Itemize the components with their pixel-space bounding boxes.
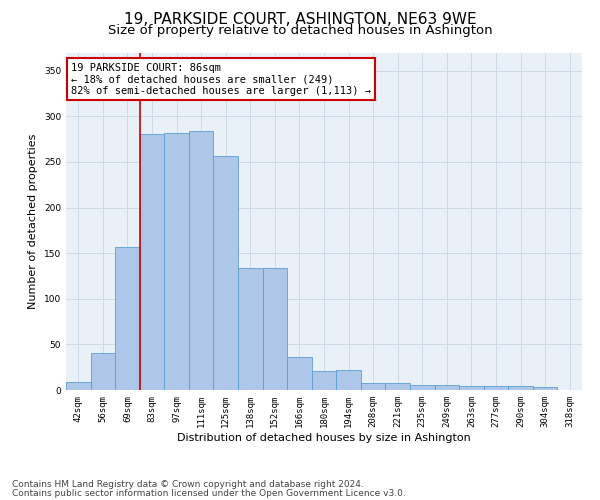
- Bar: [263, 268, 287, 390]
- Bar: [459, 386, 484, 390]
- Bar: [385, 382, 410, 390]
- Text: 19, PARKSIDE COURT, ASHINGTON, NE63 9WE: 19, PARKSIDE COURT, ASHINGTON, NE63 9WE: [124, 12, 476, 28]
- Bar: [287, 357, 312, 390]
- Text: Contains HM Land Registry data © Crown copyright and database right 2024.: Contains HM Land Registry data © Crown c…: [12, 480, 364, 489]
- Bar: [361, 382, 385, 390]
- X-axis label: Distribution of detached houses by size in Ashington: Distribution of detached houses by size …: [177, 432, 471, 442]
- Bar: [434, 386, 459, 390]
- Bar: [410, 384, 434, 390]
- Bar: [508, 386, 533, 390]
- Bar: [164, 133, 189, 390]
- Text: Contains public sector information licensed under the Open Government Licence v3: Contains public sector information licen…: [12, 488, 406, 498]
- Bar: [140, 134, 164, 390]
- Text: Size of property relative to detached houses in Ashington: Size of property relative to detached ho…: [107, 24, 493, 37]
- Bar: [189, 131, 214, 390]
- Bar: [91, 352, 115, 390]
- Bar: [214, 156, 238, 390]
- Bar: [66, 382, 91, 390]
- Text: 19 PARKSIDE COURT: 86sqm
← 18% of detached houses are smaller (249)
82% of semi-: 19 PARKSIDE COURT: 86sqm ← 18% of detach…: [71, 62, 371, 96]
- Bar: [115, 247, 140, 390]
- Bar: [238, 268, 263, 390]
- Y-axis label: Number of detached properties: Number of detached properties: [28, 134, 38, 309]
- Bar: [312, 371, 336, 390]
- Bar: [336, 370, 361, 390]
- Bar: [484, 386, 508, 390]
- Bar: [533, 388, 557, 390]
